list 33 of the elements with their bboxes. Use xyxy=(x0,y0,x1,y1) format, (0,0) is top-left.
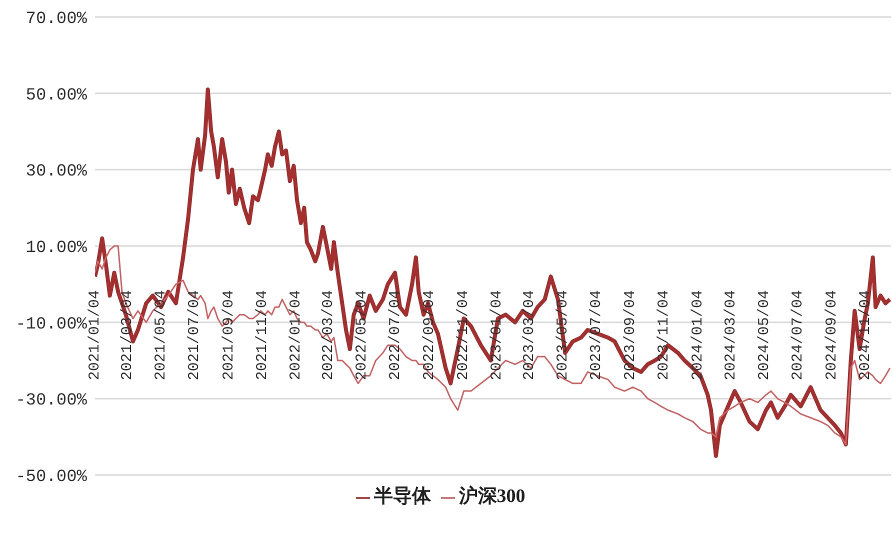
legend-label: 沪深300 xyxy=(458,486,526,507)
y-tick-label: 50.00% xyxy=(26,86,88,106)
x-tick-label: 2023/05/04 xyxy=(554,290,572,380)
x-tick-label: 2024/03/04 xyxy=(722,290,740,380)
x-tick-label: 2021/11/04 xyxy=(254,290,271,380)
y-tick-label: 10.00% xyxy=(26,239,88,258)
x-tick-label: 2021/09/04 xyxy=(220,290,238,380)
x-tick-label: 2022/03/04 xyxy=(320,290,337,380)
y-tick-label: 70.00% xyxy=(26,10,88,30)
x-tick-label: 2023/11/04 xyxy=(656,290,673,380)
x-tick-label: 2022/07/04 xyxy=(387,290,404,380)
x-tick-label: 2023/09/04 xyxy=(622,290,640,380)
x-tick-label: 2022/01/04 xyxy=(287,290,304,380)
x-tick-label: 2022/11/04 xyxy=(454,290,472,380)
x-tick-label: 2023/07/04 xyxy=(588,290,605,380)
x-tick-label: 2021/01/04 xyxy=(86,290,104,380)
y-tick-label: 30.00% xyxy=(26,162,88,182)
x-tick-label: 2024/05/04 xyxy=(756,290,773,380)
x-tick-label: 2021/07/04 xyxy=(186,290,204,380)
y-tick-label: -30.00% xyxy=(16,392,88,411)
x-tick-label: 2023/03/04 xyxy=(520,290,538,380)
y-tick-label: -50.00% xyxy=(16,468,88,488)
y-tick-label: -10.00% xyxy=(16,315,88,334)
x-tick-label: 2023/01/04 xyxy=(488,290,506,380)
x-tick-label: 2024/09/04 xyxy=(824,290,841,380)
x-tick-label: 2022/09/04 xyxy=(421,290,438,380)
x-tick-label: 2022/05/04 xyxy=(353,290,370,380)
x-tick-label: 2021/03/04 xyxy=(118,290,136,380)
x-tick-label: 2024/07/04 xyxy=(789,290,806,380)
x-tick-label: 2024/01/04 xyxy=(689,290,706,380)
x-tick-label: 2024/11/04 xyxy=(857,290,874,380)
x-tick-label: 2021/05/04 xyxy=(152,290,170,380)
legend-label: 半导体 xyxy=(374,486,431,507)
